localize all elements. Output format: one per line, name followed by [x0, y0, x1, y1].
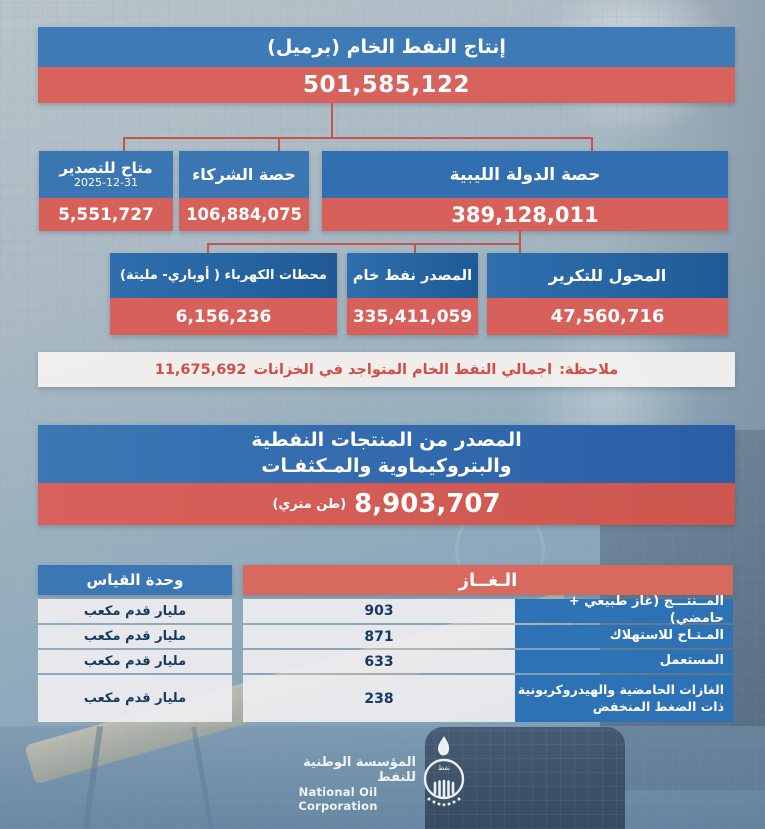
- refining-box: المحول للتكرير 47,560,716: [487, 253, 728, 335]
- note-label: ملاحظة:: [559, 361, 619, 378]
- power-stations-box: محطات الكهرباء ( أوباري- مليتة) 6,156,23…: [110, 253, 337, 335]
- tank-note-bar: ملاحظة: اجمالي النفط الخام المتواجد في ا…: [38, 352, 735, 387]
- partners-share-box: حصة الشركاء 106,884,075: [179, 151, 309, 231]
- available-export-label: متاح للتصدير: [59, 158, 153, 177]
- connector-feed-1: [331, 103, 333, 137]
- gas-unit-header: وحدة القياس: [38, 565, 232, 595]
- connector-drop-export: [123, 137, 125, 152]
- available-export-title: متاح للتصدير 2025-12-31: [39, 151, 173, 198]
- connector-feed-2: [519, 231, 521, 243]
- connector-drop-partners: [278, 137, 280, 152]
- background-derrick-line: [82, 726, 104, 829]
- refining-title: المحول للتكرير: [487, 253, 728, 298]
- gas-row-unit: مليار قدم مكعب: [38, 650, 232, 673]
- gas-row-label: المــنتـــج (غاز طبيعي + حامضي): [515, 594, 733, 626]
- gas-table-header: الـغــاز: [243, 565, 733, 595]
- power-stations-value: 6,156,236: [110, 298, 337, 335]
- background-derrick-line-2: [191, 726, 214, 829]
- note-value: 11,675,692: [154, 361, 247, 378]
- gas-row-label: المستعمل: [515, 650, 733, 673]
- crude-export-value: 335,411,059: [347, 298, 478, 335]
- gas-row-unit: مليار قدم مكعب: [38, 625, 232, 648]
- crude-export-title: المصدر نفط خام: [347, 253, 478, 298]
- gas-row-value: 238: [243, 675, 515, 722]
- state-share-title: حصة الدولة الليبية: [322, 151, 728, 198]
- products-title-line1: المصدر من المنتجات النفطية: [251, 429, 522, 452]
- refining-value: 47,560,716: [487, 298, 728, 335]
- products-title-line2: والبتروكيماوية والمـكثفـات: [261, 455, 512, 477]
- noc-flame-logo-icon: نفط: [420, 736, 468, 812]
- available-export-date: 2025-12-31: [74, 175, 138, 189]
- state-share-box: حصة الدولة الليبية 389,128,011: [322, 151, 728, 231]
- connector-drop-refining: [519, 243, 521, 254]
- power-stations-title: محطات الكهرباء ( أوباري- مليتة): [110, 253, 337, 298]
- gas-row-value: 871: [243, 625, 515, 648]
- crude-production-title: إنتاج النفط الخام (برميل): [38, 27, 735, 67]
- connector-drop-crude: [414, 243, 416, 254]
- gas-row-value: 903: [243, 599, 515, 623]
- connector-rail-2: [207, 243, 521, 245]
- noc-wordmark: المؤسسة الوطنية للنفط National Oil Corpo…: [260, 755, 416, 813]
- available-export-box: متاح للتصدير 2025-12-31 5,551,727: [39, 151, 173, 231]
- crude-production-value: 501,585,122: [38, 67, 735, 103]
- connector-drop-state: [591, 137, 593, 152]
- crude-production-banner: إنتاج النفط الخام (برميل) 501,585,122: [38, 27, 735, 103]
- partners-share-value: 106,884,075: [179, 198, 309, 231]
- partners-share-title: حصة الشركاء: [179, 151, 309, 198]
- crude-export-box: المصدر نفط خام 335,411,059: [347, 253, 478, 335]
- products-value-bar: 8,903,707 (طن متري): [38, 483, 735, 525]
- products-value: 8,903,707: [354, 489, 501, 519]
- svg-text:نفط: نفط: [438, 764, 450, 772]
- available-export-value: 5,551,727: [39, 198, 173, 231]
- noc-name-arabic: المؤسسة الوطنية للنفط: [303, 755, 416, 785]
- gas-row-unit: مليار قدم مكعب: [38, 599, 232, 623]
- state-share-value: 389,128,011: [322, 198, 728, 231]
- gas-row-unit: مليار قدم مكعب: [38, 675, 232, 722]
- gas-row-label: الغازات الحامضية والهيدروكربونية ذات الض…: [515, 675, 733, 722]
- gas-row-value: 633: [243, 650, 515, 673]
- note-text: اجمالي النفط الخام المتواجد في الخزانات: [253, 361, 553, 378]
- gas-row-label: المـتـاح للاستهلاك: [515, 625, 733, 648]
- connector-rail-1: [123, 137, 593, 139]
- products-banner: المصدر من المنتجات النفطية والبتروكيماوي…: [38, 425, 735, 525]
- products-unit: (طن متري): [272, 496, 347, 512]
- products-title: المصدر من المنتجات النفطية والبتروكيماوي…: [38, 425, 735, 483]
- noc-name-english: National Oil Corporation: [298, 785, 378, 813]
- connector-drop-power: [207, 243, 209, 254]
